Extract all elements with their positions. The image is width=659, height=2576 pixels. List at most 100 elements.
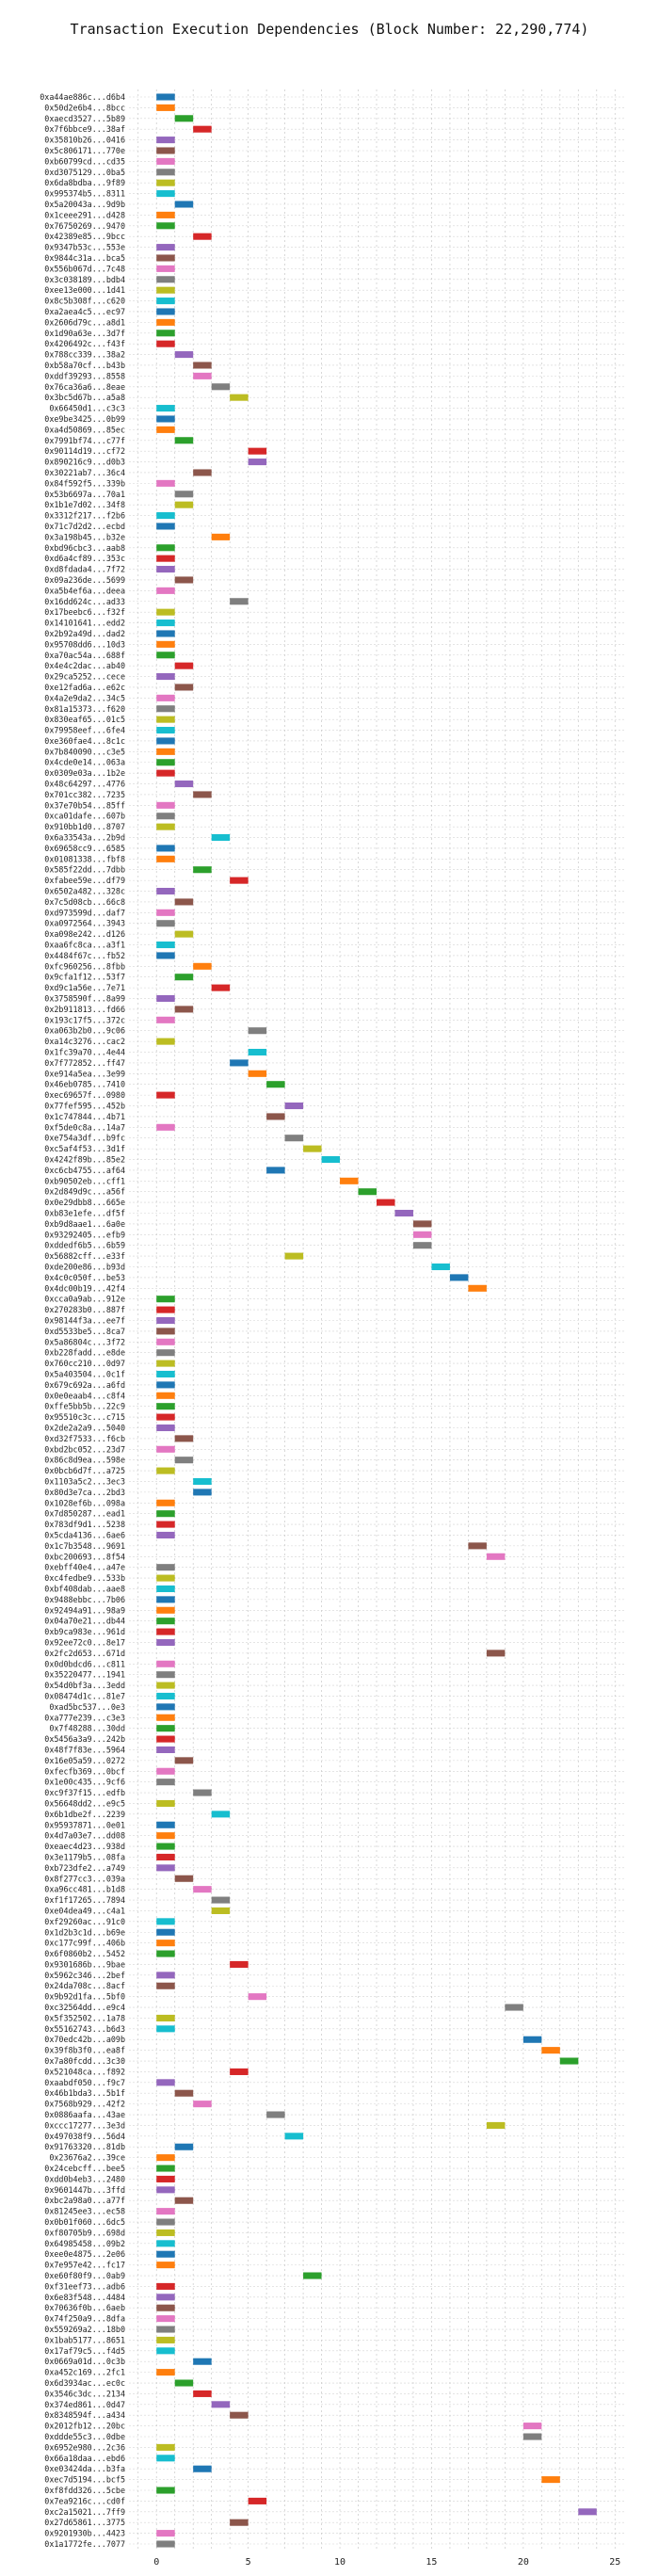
tx-label: 0xec7d5194...bcf5	[44, 2475, 125, 2485]
tx-label: 0x1b1e7d02...34f8	[44, 500, 125, 509]
tx-label: 0x27d65861...3775	[44, 2518, 125, 2527]
dependency-bar	[156, 137, 175, 144]
tx-label: 0x497038f9...56d4	[44, 2132, 125, 2141]
tx-label: 0xffe5bb5b...22c9	[44, 1402, 125, 1411]
dependency-bar	[156, 813, 175, 820]
dependency-bar	[156, 1703, 175, 1711]
dependency-bar	[248, 459, 267, 466]
dependency-bar	[156, 1714, 175, 1721]
tx-label: 0xf31eef73...adb6	[44, 2281, 125, 2291]
dependency-bar	[156, 2262, 175, 2269]
tx-label: 0xa098e242...d126	[44, 929, 125, 939]
tx-label: 0x9201930b...4423	[44, 2529, 125, 2538]
tx-label: 0x5a403504...0c1f	[44, 1369, 125, 1378]
tx-label: 0x9844c31a...bca5	[44, 253, 125, 263]
tx-label: 0xa70ac54a...688f	[44, 651, 125, 660]
tx-label: 0x01081338...fbf8	[44, 854, 125, 863]
tx-label: 0x91763320...81db	[44, 2142, 125, 2151]
tx-label: 0x56648dd2...e9c5	[44, 1798, 125, 1808]
tx-label: 0xb228fadd...e8de	[44, 1348, 125, 1358]
dependency-bar	[230, 877, 249, 884]
dependency-bar	[193, 2465, 212, 2472]
tx-label: 0x56882cff...e33f	[44, 1251, 125, 1261]
tx-label: 0x1103a5c2...3ec3	[44, 1476, 125, 1486]
tx-label: 0xe9be3425...0b99	[44, 414, 125, 424]
tx-label: 0xfecfb369...0bcf	[44, 1766, 125, 1776]
dependency-bar	[522, 2433, 542, 2440]
dependency-bar	[156, 952, 175, 959]
dependency-bar	[156, 298, 175, 305]
dependency-bar	[174, 684, 194, 691]
dependency-bar	[156, 1638, 175, 1647]
tx-label: 0x1fc39a70...4e44	[44, 1048, 125, 1057]
dependency-bar	[156, 1950, 175, 1957]
tx-label: 0xa14c3276...cac2	[44, 1037, 125, 1046]
tx-label: 0x98144f3a...ee7f	[44, 1316, 125, 1326]
tx-label: 0xf29260ac...91c0	[44, 1917, 125, 1926]
tx-label: 0x8f277cc3...039a	[44, 1874, 125, 1883]
dependency-bar	[156, 801, 175, 809]
dependency-bar	[156, 2175, 175, 2182]
dependency-bar	[156, 340, 175, 347]
tx-label: 0x0e29dbb8...665e	[44, 1198, 125, 1207]
dependency-bar	[156, 2487, 175, 2494]
dependency-bar	[174, 576, 194, 584]
tx-label: 0x77fef595...452b	[44, 1102, 125, 1111]
dependency-bar	[156, 1296, 175, 1303]
dependency-bar	[156, 587, 175, 594]
dependency-bar	[211, 533, 231, 540]
tx-label: 0xbd2bc052...23d7	[44, 1444, 125, 1454]
tx-label: 0x9301686b...9bae	[44, 1959, 125, 1969]
tx-label: 0x4242f89b...85e2	[44, 1155, 125, 1165]
dependency-bar	[156, 1370, 175, 1378]
tx-label: 0x66450d1...c3c3	[49, 404, 125, 413]
tx-label: 0xe60f80f9...0ab9	[44, 2271, 125, 2280]
tx-label: 0xf8fdd326...5cbe	[44, 2486, 125, 2495]
dependency-bar	[156, 1972, 175, 1979]
dependency-bar	[248, 1027, 267, 1035]
tx-label: 0xaa6fc8ca...a3f1	[44, 941, 125, 950]
tx-label: 0x7f48288...30dd	[49, 1724, 125, 1733]
dependency-bar	[156, 1725, 175, 1732]
tx-label: 0x23676a2...39ce	[49, 2153, 125, 2163]
tx-label: 0x2b92a49d...dad2	[44, 629, 125, 638]
tx-label: 0x14101641...edd2	[44, 619, 125, 628]
dependency-bar	[559, 2057, 579, 2065]
dependency-bar	[449, 1274, 469, 1281]
dependency-bar	[156, 2336, 175, 2343]
dependency-bar	[193, 1489, 212, 1496]
dependency-bar	[156, 2240, 175, 2247]
dependency-bar	[230, 598, 249, 605]
tx-label: 0xad5bc537...0e3	[49, 1702, 125, 1712]
dependency-bar	[174, 1875, 194, 1882]
tx-label: 0x55162743...b6d3	[44, 2024, 125, 2034]
tx-label: 0x760cc210...0d97	[44, 1359, 125, 1368]
dependency-bar	[156, 2443, 175, 2451]
dependency-bar	[193, 469, 212, 476]
tx-label: 0x95510c3c...c715	[44, 1412, 125, 1422]
tx-label: 0xe12fad6a...e62c	[44, 683, 125, 692]
dependency-bar	[156, 1413, 175, 1421]
dependency-bar	[156, 1864, 175, 1872]
dependency-bar	[156, 1316, 175, 1325]
dependency-bar	[156, 1306, 175, 1313]
tx-label: 0x6d3934ac...ec0c	[44, 2378, 125, 2388]
dependency-bar	[156, 1832, 175, 1840]
tx-label: 0xccc17277...3e3d	[44, 2120, 125, 2130]
tx-label: 0xd32f7533...f6cb	[44, 1434, 125, 1443]
tx-label: 0x39f8b3f0...ea8f	[44, 2046, 125, 2055]
tx-label: 0xcca0a9ab...912e	[44, 1295, 125, 1304]
tx-label: 0xe754a3df...b9fc	[44, 1134, 125, 1143]
tx-label: 0xa063b2b0...9c06	[44, 1026, 125, 1036]
dependency-bar	[340, 1177, 359, 1184]
tx-label: 0x5c806171...770e	[44, 146, 125, 155]
tx-label: 0x90114d19...cf72	[44, 446, 125, 456]
dependency-bar	[156, 286, 175, 294]
tx-label: 0x4206492c...f43f	[44, 339, 125, 348]
tx-label: 0x559269a2...18b0	[44, 2325, 125, 2334]
dependency-bar	[156, 1338, 175, 1345]
dependency-bar	[174, 1457, 194, 1464]
dependency-bar	[156, 2315, 175, 2323]
dependency-bar	[193, 791, 212, 798]
dependency-bar	[156, 608, 175, 616]
